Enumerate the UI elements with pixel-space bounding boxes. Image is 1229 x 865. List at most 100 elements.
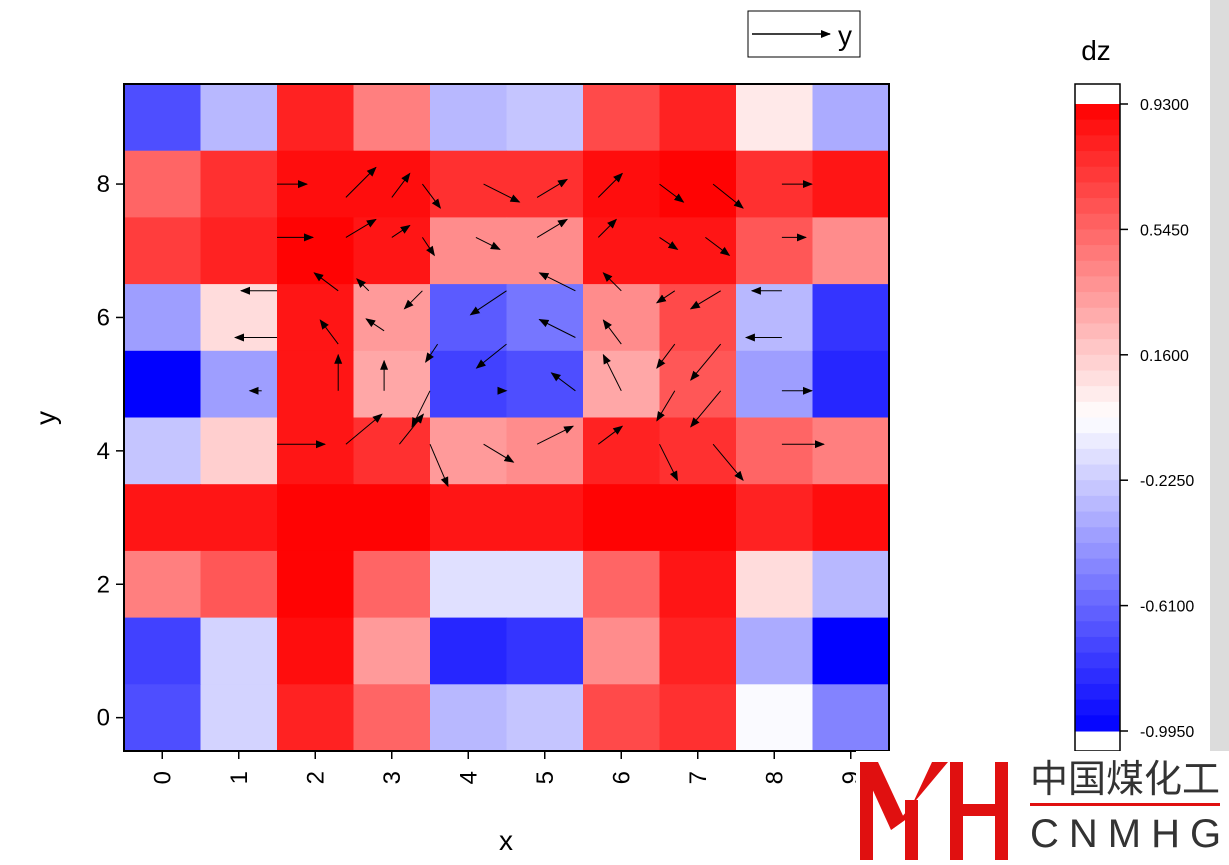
heatmap-cell (200, 417, 278, 485)
heatmap-cell (430, 217, 508, 285)
colorbar-segment (1075, 558, 1120, 575)
vector-arrow (705, 236, 731, 256)
heatmap-cell (659, 684, 737, 752)
heatmap-cell (812, 217, 890, 285)
heatmap-cell (583, 417, 661, 485)
x-tick-label: 1 (226, 771, 253, 784)
vector-arrow (602, 353, 622, 392)
watermark-background (856, 751, 1229, 865)
heatmap-cell (812, 484, 890, 552)
vector-arrow (391, 224, 411, 238)
brand-logo (860, 762, 1220, 860)
heatmap-cell (583, 217, 661, 285)
vector-arrow (659, 183, 685, 203)
heatmap-cell (659, 417, 737, 485)
heatmap-cell (124, 417, 202, 485)
heatmap-cell (583, 684, 661, 752)
colorbar-segment (1075, 527, 1120, 544)
y-axis-title: y (30, 411, 61, 425)
colorbar-cap-top (1075, 84, 1120, 104)
vector-arrow (425, 343, 439, 363)
colorbar-tick-label: -0.6100 (1140, 599, 1194, 616)
heatmap-cell (353, 484, 431, 552)
vector-arrow (345, 413, 383, 445)
vector-arrow (597, 218, 618, 238)
x-tick-label: 8 (761, 771, 788, 784)
vector-field (234, 166, 825, 488)
x-tick-label: 6 (608, 771, 635, 784)
vector-arrow (602, 272, 622, 292)
vector-arrow (690, 343, 722, 381)
colorbar-segment (1075, 621, 1120, 638)
colorbar-segment (1075, 166, 1120, 183)
heatmap-cell (736, 550, 814, 619)
colorbar-segment (1075, 448, 1120, 466)
vector-arrow (429, 444, 449, 488)
colorbar-segment (1075, 370, 1120, 387)
colorbar-tick-label: -0.9950 (1140, 724, 1194, 741)
colorbar-segment (1075, 433, 1120, 450)
vector-arrow (597, 172, 624, 198)
heatmap-cell (124, 84, 202, 152)
heatmap-cell (659, 84, 737, 152)
vector-arrow (659, 236, 679, 250)
heatmap-cell (506, 284, 584, 352)
heatmap-cell (200, 284, 278, 352)
colorbar-segment (1075, 213, 1120, 230)
heatmap-cell (659, 484, 737, 552)
colorbar-segment (1075, 668, 1120, 685)
heatmap-cell (200, 617, 278, 685)
vector-arrow (656, 390, 676, 422)
plot-frame (123, 83, 890, 752)
colorbar-segment (1075, 699, 1120, 716)
colorbar-segment (1075, 636, 1120, 654)
x-tick-label: 0 (149, 771, 176, 784)
heatmap-cell (200, 350, 278, 419)
vector-arrow (597, 425, 624, 445)
heatmap-cell (583, 350, 661, 419)
vector-arrow (655, 290, 676, 304)
heatmap-cell (277, 84, 355, 152)
heatmap-cell (277, 217, 355, 285)
colorbar-segment (1075, 182, 1120, 199)
heatmap-cell (812, 550, 890, 619)
vector-arrow (656, 343, 676, 369)
heatmap-cell (659, 617, 737, 685)
heatmap-cell (812, 617, 890, 685)
heatmap-cell (430, 484, 508, 552)
vector-arrow (475, 236, 501, 250)
heatmap-cell (353, 217, 431, 285)
colorbar-segment (1075, 292, 1120, 309)
vector-arrow (483, 183, 521, 203)
heatmap-cell (506, 217, 584, 285)
heatmap-cell (812, 417, 890, 485)
heatmap-cell (277, 550, 355, 619)
colorbar-segment (1075, 589, 1120, 607)
heatmap-cell (659, 550, 737, 619)
vector-arrow (538, 272, 576, 292)
heatmap-cell (200, 217, 278, 285)
heatmap-cell (736, 84, 814, 152)
y-tick-label: 6 (97, 304, 110, 331)
heatmap-cell (124, 284, 202, 352)
heatmap-cell (583, 617, 661, 685)
heatmap-cell (736, 417, 814, 485)
vector-arrow (712, 443, 744, 481)
heatmap-cell (812, 350, 890, 419)
heatmap-cell (659, 350, 737, 419)
y-tick-label: 0 (97, 705, 110, 732)
colorbar-segment (1075, 245, 1120, 262)
heatmap-cell (200, 484, 278, 552)
heatmap-cell (277, 617, 355, 685)
colorbar-title: dz (1081, 35, 1111, 66)
x-tick-label: 4 (455, 771, 482, 784)
vector-arrow (345, 218, 377, 238)
vector-arrow (550, 372, 576, 392)
heatmap-cell (124, 684, 202, 752)
heatmap-cell (124, 617, 202, 685)
heatmap-cell (277, 684, 355, 752)
heatmap-cell (124, 217, 202, 285)
heatmap-cell (583, 550, 661, 619)
